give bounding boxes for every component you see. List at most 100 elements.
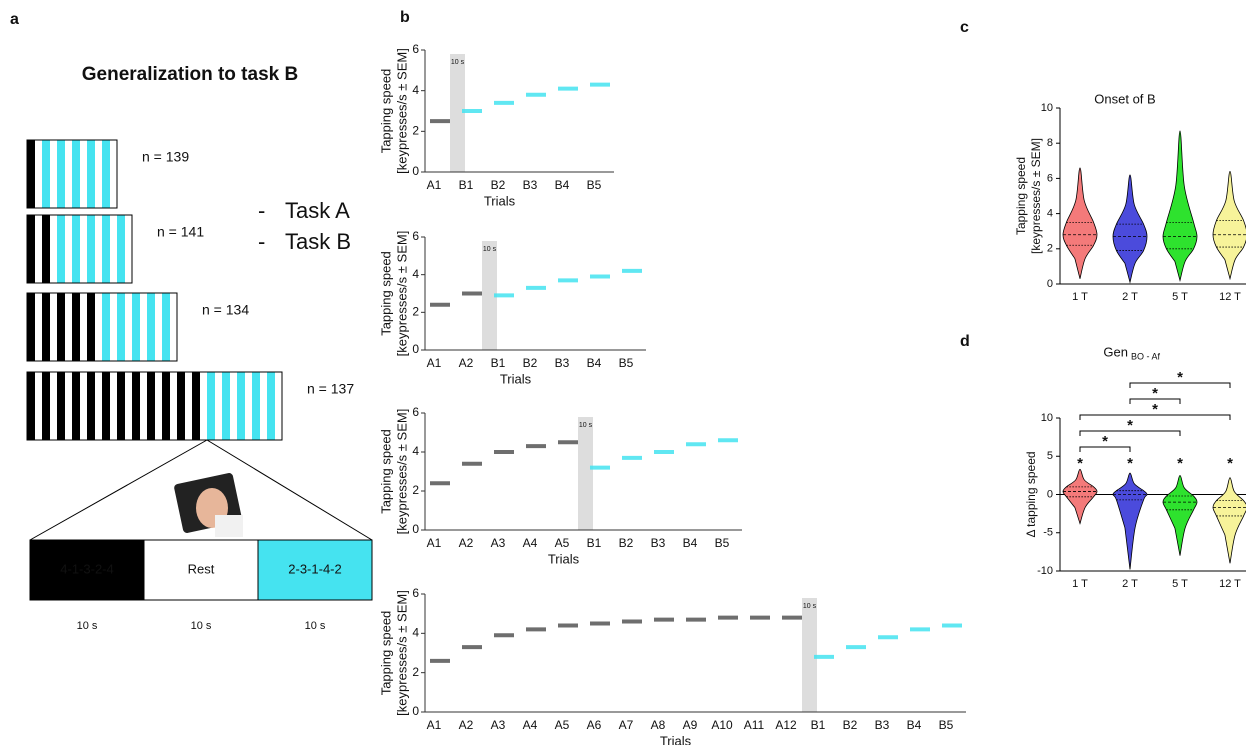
phase-duration: 10 s — [77, 620, 98, 632]
significance-star: * — [1127, 455, 1133, 472]
task-a-trial — [57, 372, 65, 440]
y-tick-label: 2 — [412, 305, 419, 319]
comparison-star: * — [1152, 385, 1158, 402]
y-tick-label: 6 — [412, 405, 419, 419]
chart-title: Gen — [1103, 344, 1128, 359]
comparison-star: * — [1152, 401, 1158, 418]
keyboard-icon — [173, 472, 243, 537]
y-tick-label: 8 — [1047, 137, 1053, 149]
violin — [1163, 475, 1197, 555]
x-tick-label: B5 — [715, 536, 730, 550]
task-a-trial — [177, 372, 185, 440]
task-a-trial — [42, 372, 50, 440]
y-tick-label: 2 — [1047, 243, 1053, 255]
x-tick-label: B1 — [459, 178, 474, 192]
x-tick-label: A5 — [555, 718, 570, 732]
significance-star: * — [1227, 455, 1233, 472]
task-a-trial — [192, 372, 200, 440]
x-tick-label: A2 — [459, 356, 474, 370]
task-b-trial — [132, 293, 140, 361]
x-tick-label: B4 — [587, 356, 602, 370]
x-tick-label: 12 T — [1219, 578, 1241, 590]
x-tick-label: A12 — [775, 718, 797, 732]
y-tick-label: 0 — [412, 164, 419, 178]
task-a-trial — [42, 215, 50, 283]
comparison-star: * — [1127, 417, 1133, 434]
y-tick-label: -5 — [1043, 527, 1053, 539]
panel-label: a — [10, 11, 19, 28]
y-tick-label: 4 — [412, 267, 419, 281]
task-b-trial — [117, 293, 125, 361]
x-tick-label: B2 — [843, 718, 858, 732]
page: abcdGeneralization to task Bn = 139n = 1… — [0, 0, 1246, 745]
task-a-trial — [27, 215, 35, 283]
task-a-trial — [72, 293, 80, 361]
x-tick-label: B4 — [907, 718, 922, 732]
task-b-trial — [117, 215, 125, 283]
x-tick-label: A1 — [427, 536, 442, 550]
task-a-trial — [27, 372, 35, 440]
diagram-title: Generalization to task B — [82, 64, 298, 85]
x-tick-label: A10 — [711, 718, 733, 732]
x-tick-label: B2 — [523, 356, 538, 370]
x-tick-label: A3 — [491, 536, 506, 550]
x-tick-label: 12 T — [1219, 291, 1241, 303]
y-axis-title: Δ tapping speed — [1024, 451, 1038, 537]
task-b-trial — [57, 215, 65, 283]
x-axis-title: Trials — [500, 371, 532, 386]
task-b-trial — [102, 293, 110, 361]
x-tick-label: A9 — [683, 718, 698, 732]
legend-marker: - — [258, 229, 265, 254]
y-tick-label: 6 — [412, 229, 419, 243]
significance-star: * — [1177, 455, 1183, 472]
x-tick-label: A4 — [523, 536, 538, 550]
x-tick-label: A2 — [459, 718, 474, 732]
phase-label: 4-1-3-2-4 — [60, 561, 113, 576]
y-tick-label: 4 — [1047, 208, 1053, 220]
x-tick-label: 2 T — [1122, 291, 1138, 303]
y-tick-label: 2 — [412, 124, 419, 138]
sleeve — [215, 515, 243, 537]
task-b-trial — [162, 293, 170, 361]
task-b-trial — [57, 140, 65, 208]
y-axis-title: [keypresses/s ± SEM] — [394, 48, 409, 174]
task-b-trial — [147, 293, 155, 361]
violin — [1213, 478, 1246, 564]
y-tick-label: 6 — [412, 586, 419, 600]
x-tick-label: B4 — [555, 178, 570, 192]
y-axis-title: [keypresses/s ± SEM] — [394, 231, 409, 357]
legend-label: Task A — [285, 198, 350, 223]
x-tick-label: B3 — [555, 356, 570, 370]
x-tick-label: B2 — [491, 178, 506, 192]
x-tick-label: B1 — [587, 536, 602, 550]
task-a-trial — [27, 293, 35, 361]
chart-title-subscript: BO - Af — [1131, 351, 1161, 361]
y-tick-label: 4 — [412, 444, 419, 458]
y-tick-label: 6 — [412, 42, 419, 56]
task-b-trial — [252, 372, 260, 440]
x-tick-label: B3 — [523, 178, 538, 192]
violin — [1113, 175, 1147, 282]
n-label: n = 141 — [157, 224, 204, 240]
x-tick-label: B5 — [587, 178, 602, 192]
violin — [1063, 168, 1097, 279]
task-a-trial — [27, 140, 35, 208]
y-tick-label: 10 — [1041, 412, 1053, 424]
y-tick-label: 4 — [412, 83, 419, 97]
x-tick-label: A1 — [427, 356, 442, 370]
task-a-trial — [102, 372, 110, 440]
x-tick-label: 5 T — [1172, 291, 1188, 303]
y-axis-title: Tapping speed — [378, 611, 393, 696]
legend-label: Task B — [285, 229, 351, 254]
violin — [1163, 131, 1197, 281]
x-tick-label: 5 T — [1172, 578, 1188, 590]
x-tick-label: B3 — [875, 718, 890, 732]
task-b-trial — [87, 140, 95, 208]
x-tick-label: B5 — [939, 718, 954, 732]
y-tick-label: 4 — [412, 626, 419, 640]
y-axis-title: Tapping speed — [378, 69, 393, 154]
task-b-trial — [267, 372, 275, 440]
task-a-trial — [87, 372, 95, 440]
task-b-trial — [72, 215, 80, 283]
shade-annotation: 10 s — [803, 603, 817, 610]
